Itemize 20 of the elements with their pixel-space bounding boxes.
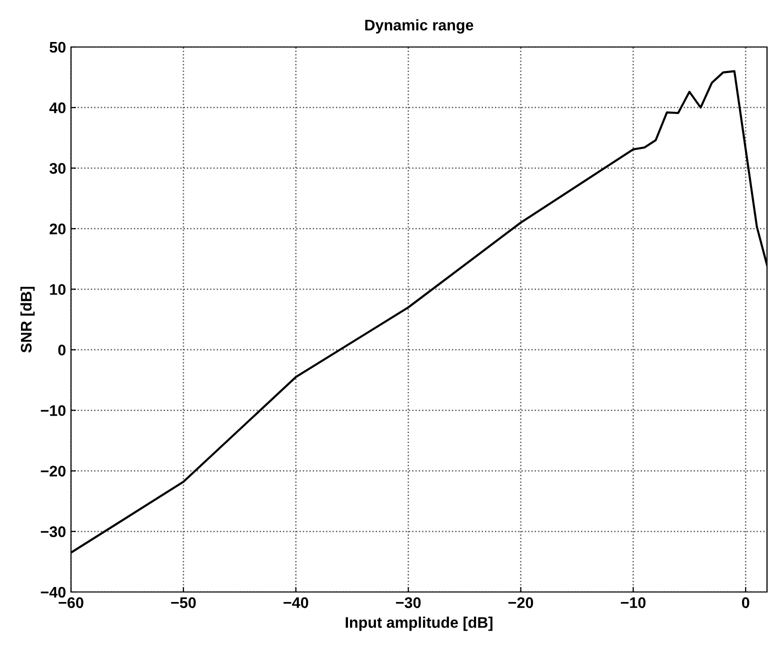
y-tick-label: 40 [49, 102, 66, 114]
x-tick-label: −20 [508, 597, 534, 608]
y-axis-title: SNR [dB] [20, 286, 35, 353]
x-tick-label: −50 [171, 597, 196, 608]
y-tick-label: −40 [40, 586, 66, 598]
x-tick-label: −10 [620, 597, 646, 608]
chart-title: Dynamic range [365, 19, 474, 34]
x-tick-label: −40 [284, 597, 308, 608]
y-tick-label: 0 [58, 344, 66, 356]
x-tick-label: 0 [742, 597, 750, 608]
y-tick-label: −30 [40, 526, 66, 538]
y-tick-label: −20 [40, 466, 66, 477]
y-tick-label: 10 [50, 284, 66, 295]
y-tick-label: 50 [50, 42, 66, 53]
x-tick-label: −60 [58, 597, 84, 608]
y-tick-label: 30 [50, 162, 66, 174]
y-tick-label: 20 [50, 224, 66, 234]
x-tick-label: −30 [396, 597, 421, 608]
y-tick-label: −10 [40, 405, 66, 416]
x-axis-title: Input amplitude [dB] [346, 616, 492, 631]
